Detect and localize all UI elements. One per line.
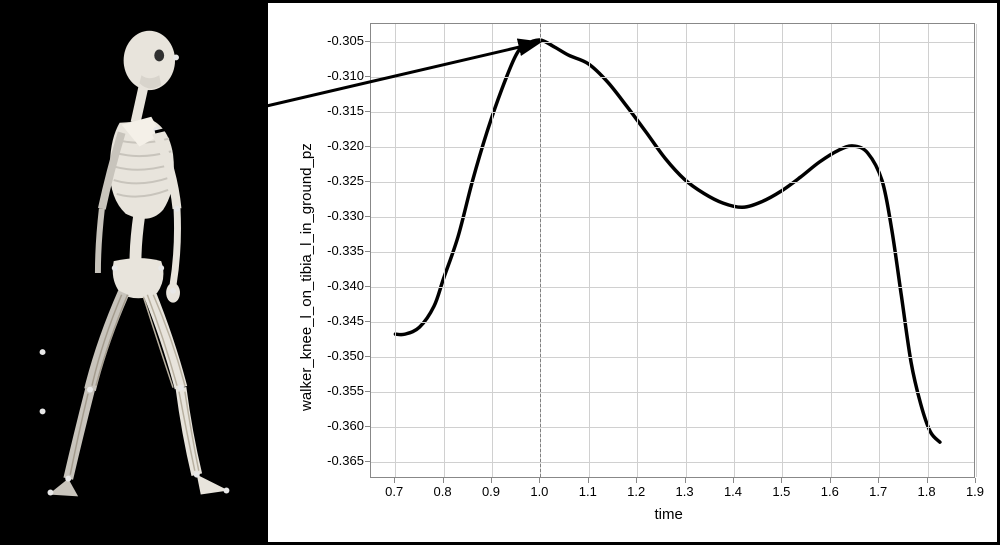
y-tick-label: -0.345 (318, 313, 364, 328)
grid-horizontal (371, 252, 974, 253)
grid-vertical (879, 24, 880, 477)
grid-vertical (637, 24, 638, 477)
y-tick-label: -0.365 (318, 453, 364, 468)
grid-horizontal (371, 42, 974, 43)
x-tick-label: 1.8 (915, 484, 939, 499)
x-axis-label: time (655, 506, 683, 523)
x-tick-label: 1.9 (963, 484, 987, 499)
grid-vertical (686, 24, 687, 477)
grid-vertical (782, 24, 783, 477)
plot-area (370, 23, 975, 478)
grid-horizontal (371, 112, 974, 113)
y-tick-label: -0.330 (318, 208, 364, 223)
x-tick-label: 1.1 (576, 484, 600, 499)
skeleton-panel (3, 3, 268, 542)
grid-vertical (395, 24, 396, 477)
cursor-line (540, 24, 541, 477)
grid-horizontal (371, 392, 974, 393)
chart-line (371, 24, 974, 477)
y-tick-label: -0.340 (318, 278, 364, 293)
x-tick-label: 1.4 (721, 484, 745, 499)
y-tick-label: -0.360 (318, 418, 364, 433)
chart-panel: walker_knee_l_on_tibia_l_in_ground_pz ti… (268, 3, 997, 542)
x-tick-label: 1.7 (866, 484, 890, 499)
skeleton-model (3, 3, 265, 542)
y-tick-label: -0.320 (318, 138, 364, 153)
x-tick-label: 1.6 (818, 484, 842, 499)
chart-wrap: walker_knee_l_on_tibia_l_in_ground_pz ti… (280, 11, 985, 530)
y-tick-label: -0.315 (318, 103, 364, 118)
grid-horizontal (371, 427, 974, 428)
figure-container: walker_knee_l_on_tibia_l_in_ground_pz ti… (0, 0, 1000, 545)
grid-vertical (444, 24, 445, 477)
y-tick-label: -0.335 (318, 243, 364, 258)
grid-vertical (589, 24, 590, 477)
x-tick-label: 1.0 (527, 484, 551, 499)
y-tick-label: -0.325 (318, 173, 364, 188)
y-axis-label: walker_knee_l_on_tibia_l_in_ground_pz (298, 143, 315, 411)
grid-horizontal (371, 77, 974, 78)
y-tick-label: -0.355 (318, 383, 364, 398)
x-tick-label: 1.5 (769, 484, 793, 499)
grid-horizontal (371, 322, 974, 323)
y-tick-label: -0.305 (318, 33, 364, 48)
grid-horizontal (371, 287, 974, 288)
x-tick-label: 1.2 (624, 484, 648, 499)
skeleton-background (3, 3, 265, 542)
grid-vertical (976, 24, 977, 477)
grid-horizontal (371, 147, 974, 148)
grid-horizontal (371, 217, 974, 218)
grid-horizontal (371, 182, 974, 183)
x-tick-label: 1.3 (673, 484, 697, 499)
grid-vertical (928, 24, 929, 477)
y-tick-label: -0.350 (318, 348, 364, 363)
grid-horizontal (371, 357, 974, 358)
x-tick-label: 0.9 (479, 484, 503, 499)
grid-vertical (831, 24, 832, 477)
x-tick-label: 0.7 (382, 484, 406, 499)
grid-vertical (492, 24, 493, 477)
grid-horizontal (371, 462, 974, 463)
x-tick-label: 0.8 (431, 484, 455, 499)
grid-vertical (734, 24, 735, 477)
y-tick-label: -0.310 (318, 68, 364, 83)
